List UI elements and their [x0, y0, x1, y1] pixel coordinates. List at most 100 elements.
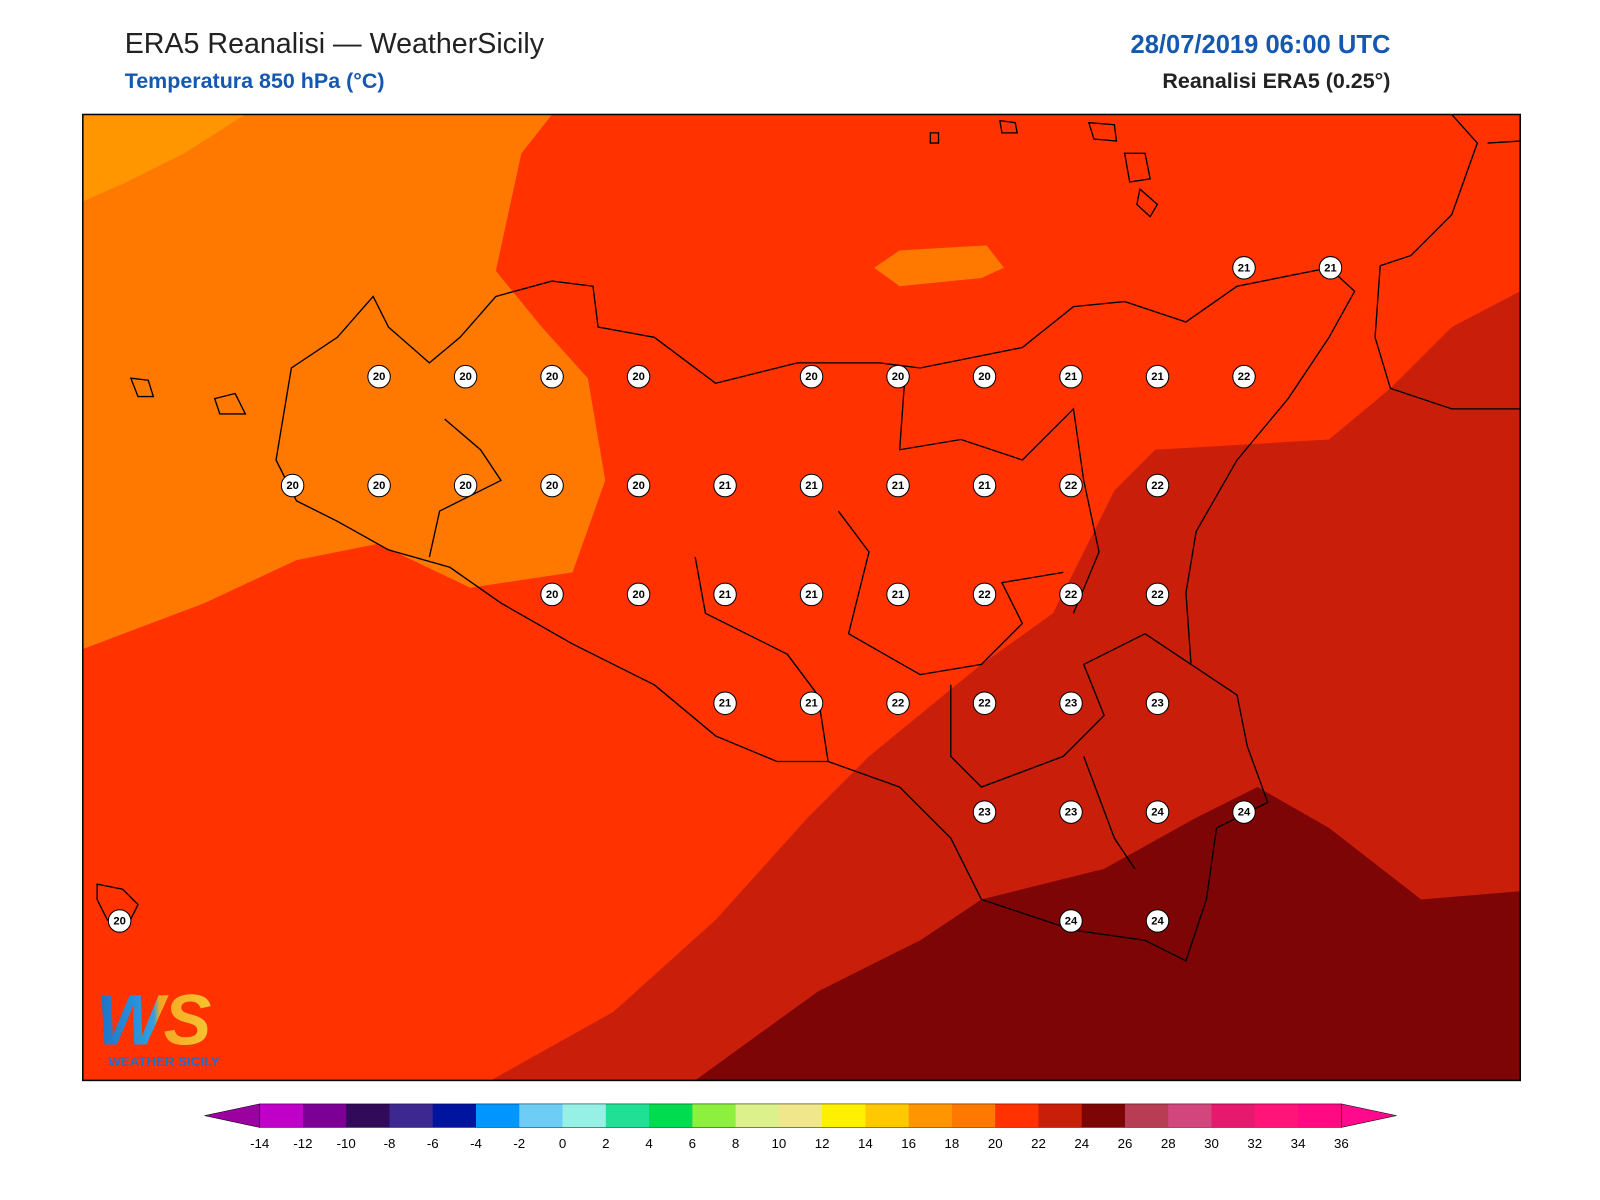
station: 21 [1059, 364, 1083, 389]
station: 20 [799, 364, 824, 389]
station-value: 20 [373, 480, 386, 492]
station-value: 20 [978, 371, 991, 383]
station-marker [626, 364, 651, 389]
station-marker [1318, 256, 1343, 280]
colorbar-tick-label: 20 [988, 1136, 1003, 1151]
colorbar-box [259, 1103, 304, 1128]
islands [96, 119, 1159, 926]
coastline [275, 267, 1356, 962]
colorbar-tick-label: -4 [470, 1136, 482, 1151]
station-marker [1059, 909, 1083, 933]
station: 21 [713, 582, 737, 607]
station-value: 20 [892, 371, 905, 383]
datetime: 28/07/2019 06:00 UTC [1130, 31, 1390, 59]
station: 20 [626, 582, 651, 607]
station-marker [972, 473, 997, 498]
station: 20 [367, 473, 391, 498]
station: 21 [713, 473, 737, 498]
station-marker [799, 473, 824, 498]
station-marker [626, 582, 651, 607]
station-marker [799, 691, 824, 715]
colorbar-tick-label: -10 [337, 1136, 356, 1151]
colorbar-tick-label: 2 [602, 1136, 609, 1151]
colorbar-box [822, 1103, 866, 1128]
station-value: 22 [1238, 371, 1251, 383]
map-area: 21 21 20 20 20 20 20 20 20 21 21 22 20 20 20 20 20 21 21 21… [82, 114, 1521, 1081]
station-marker [453, 473, 478, 498]
stations: 21 21 20 20 20 20 20 20 20 21 21 22 20 20 20 20 20 21 21 21… [107, 256, 1343, 933]
station-value: 20 [459, 480, 472, 492]
station-marker [1232, 800, 1256, 824]
logo: WS WEATHER SICILY [96, 981, 220, 1069]
colorbar-box [1168, 1103, 1213, 1128]
station-value: 22 [1151, 589, 1164, 601]
station-marker [972, 691, 997, 715]
station-marker [1145, 473, 1170, 498]
station: 21 [1318, 256, 1343, 280]
colorbar-tick-label: 36 [1334, 1136, 1349, 1151]
station-marker [1059, 364, 1083, 389]
station: 23 [972, 800, 997, 824]
station-value: 23 [978, 807, 991, 819]
station-marker [367, 473, 391, 498]
band [874, 245, 1004, 287]
station-value: 20 [113, 915, 126, 927]
station-marker [540, 364, 564, 389]
station-value: 23 [1065, 807, 1078, 819]
station: 24 [1145, 800, 1170, 824]
colorbar-frame [259, 1103, 1342, 1128]
station-value: 21 [719, 480, 732, 492]
station-marker [713, 582, 737, 607]
station: 22 [972, 582, 997, 607]
station-value: 22 [978, 698, 991, 710]
logo-mark: WS [96, 981, 211, 1061]
station: 21 [1145, 364, 1170, 389]
station-marker [713, 691, 737, 715]
colorbar-box [389, 1103, 434, 1128]
station-marker [540, 582, 564, 607]
station: 24 [1059, 909, 1083, 933]
station-value: 22 [1065, 589, 1078, 601]
title: ERA5 Reanalisi — WeatherSicily [125, 28, 545, 60]
station: 22 [972, 691, 997, 715]
station: 22 [1059, 473, 1083, 498]
station-marker [280, 473, 305, 498]
station: 21 [972, 473, 997, 498]
station-value: 20 [546, 589, 559, 601]
station-marker [540, 473, 564, 498]
station: 21 [1232, 256, 1256, 280]
station: 21 [799, 582, 824, 607]
station: 22 [1145, 473, 1170, 498]
station-marker [1145, 800, 1170, 824]
station-marker [626, 473, 651, 498]
colorbar-box [908, 1103, 953, 1128]
colorbar: -14 -12 -10 -8 -6 -4 -2 0 2 4 6 8 10 12 14 16 18 20 22 24 26… [204, 1103, 1397, 1151]
colorbar-tick-label: -8 [384, 1136, 396, 1151]
station-marker [799, 364, 824, 389]
colorbar-tick-label: -6 [427, 1136, 439, 1151]
band [82, 114, 606, 650]
subtitle: Temperatura 850 hPa (°C) [125, 69, 385, 93]
station-marker [972, 800, 997, 824]
colorbar-tick-label: 6 [689, 1136, 696, 1151]
station: 20 [540, 473, 564, 498]
station-marker [886, 473, 910, 498]
colorbar-box [346, 1103, 390, 1128]
colorbar-box [1038, 1103, 1083, 1128]
station-marker [799, 582, 824, 607]
station: 24 [1145, 909, 1170, 933]
logo-text: WEATHER SICILY [108, 1054, 219, 1069]
station-value: 24 [1238, 807, 1251, 819]
colorbar-box [692, 1103, 737, 1128]
colorbar-tick-label: 34 [1291, 1136, 1306, 1151]
station: 24 [1232, 800, 1256, 824]
station-value: 20 [632, 480, 645, 492]
italy-coast [1374, 114, 1521, 410]
station: 23 [1145, 691, 1170, 715]
colorbar-tick-label: 28 [1161, 1136, 1176, 1151]
colorbar-box [951, 1103, 996, 1128]
colorbar-tick-label: 18 [945, 1136, 960, 1151]
station-marker [1232, 256, 1256, 280]
station-value: 20 [632, 371, 645, 383]
